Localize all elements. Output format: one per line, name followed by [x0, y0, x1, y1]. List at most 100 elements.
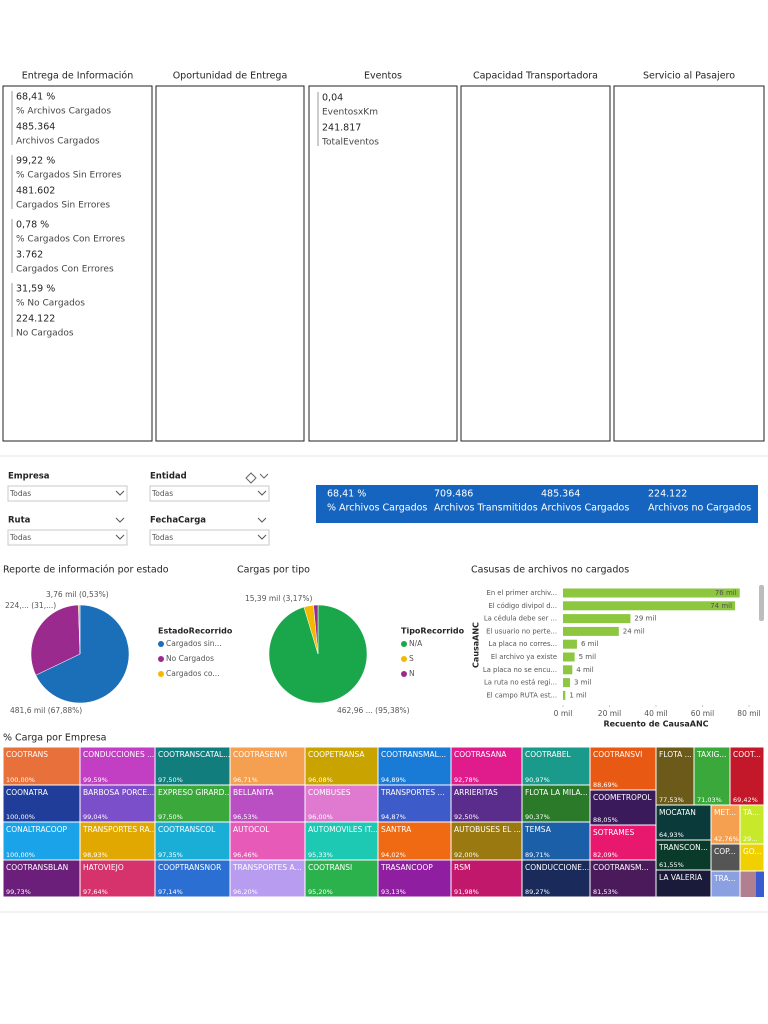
cell-name: TA...	[742, 808, 759, 817]
chevron-icon[interactable]	[259, 473, 269, 479]
x-tick-label: 0 mil	[554, 709, 573, 718]
legend-label: N	[409, 669, 415, 678]
cell-name: BARBOSA PORCE...	[83, 788, 154, 797]
cell-value: 96,71%	[233, 776, 258, 784]
cell-value: 99,59%	[83, 776, 108, 784]
kpi-label: Archivos no Cargados	[648, 503, 751, 514]
pie-slice	[35, 604, 130, 704]
cell-value: 90,97%	[525, 776, 550, 784]
metric-value: 0,78 %	[16, 220, 49, 231]
category-label: En el primer archiv...	[487, 589, 557, 597]
metric-value: 224.122	[16, 314, 55, 325]
cell-value: 64,93%	[659, 831, 684, 839]
bar-label: 29 mil	[634, 615, 656, 623]
cell-name: COOTRANSI	[308, 863, 352, 872]
cell-name: TRANSPORTES RA...	[82, 825, 157, 834]
cell-name: AUTOCOL	[233, 825, 270, 834]
dropdown-chevron	[257, 534, 267, 540]
cell-value: 94,02%	[381, 851, 406, 859]
legend-marker	[401, 641, 407, 647]
metric-value: 241.817	[322, 123, 361, 134]
filter-dropdown[interactable]	[149, 485, 270, 502]
cell-value: 71,03%	[697, 796, 722, 804]
treemap-cell	[2, 746, 81, 786]
eraser-shape	[245, 472, 257, 484]
cell-value: 88,69%	[593, 781, 618, 789]
legend-title: EstadoRecorrido	[158, 627, 233, 636]
x-tick-label: 60 mil	[691, 709, 714, 718]
eraser-icon[interactable]	[245, 472, 257, 484]
bar	[563, 690, 566, 700]
metric-label: % No Cargados	[16, 299, 85, 309]
treemap-cell	[589, 824, 657, 861]
metric-value: 99,22 %	[16, 156, 55, 167]
bar-label: 4 mil	[576, 666, 593, 674]
pie-slice	[30, 604, 81, 676]
treemap-cell	[655, 804, 712, 841]
cell-name: BELLANITA	[233, 788, 274, 797]
cell-value: 100,00%	[6, 813, 35, 821]
metric-label: Cargados Sin Errores	[16, 201, 110, 211]
treemap-cell	[229, 746, 306, 786]
cell-name: AUTOMOVILES IT...	[308, 825, 378, 834]
metric-value: 31,59 %	[16, 284, 55, 295]
cell-name: CONDUCCIONES ...	[83, 750, 154, 759]
filter-chevron	[115, 517, 125, 523]
cell-name: AUTOBUSES EL ...	[454, 825, 521, 834]
treemap-cell	[229, 859, 306, 898]
filter-chevron	[257, 517, 267, 523]
treemap-cell	[450, 784, 523, 823]
cell-name: RSM	[454, 863, 470, 872]
filter-dropdown[interactable]	[7, 529, 128, 546]
legend-label: No Cargados	[166, 654, 214, 663]
pie-label: 15,39 mil (3,17%)	[245, 594, 312, 603]
treemap-cell	[304, 859, 379, 898]
cell-value: 97,14%	[158, 888, 183, 896]
treemap-cell	[739, 804, 765, 845]
dropdown-chevron	[115, 534, 125, 540]
cell-value: 95,20%	[308, 888, 333, 896]
pie-slice	[313, 604, 319, 655]
treemap-cell	[79, 821, 156, 861]
cell-value: 90,37%	[525, 813, 550, 821]
legend-marker	[158, 671, 164, 677]
treemap-cell	[710, 870, 741, 898]
panel-box	[2, 85, 153, 442]
legend-title: TipoRecorrido	[401, 627, 465, 636]
cell-name: TRANSPORTES A...	[232, 863, 302, 872]
category-label: El archivo ya existe	[491, 653, 557, 661]
filter-dropdown[interactable]	[7, 485, 128, 502]
kpi-banner	[316, 485, 758, 523]
kpi-label: Archivos Cargados	[541, 503, 629, 514]
cell-value: 96,46%	[233, 851, 258, 859]
treemap-cell	[377, 784, 452, 823]
treemap-cell-small	[740, 871, 756, 897]
cell-name: ARRIERITAS	[454, 788, 498, 797]
bar-label: 76 mil	[715, 589, 737, 597]
category-label: La cédula debe ser ...	[484, 615, 557, 623]
cell-value: 95,33%	[308, 851, 333, 859]
treemap-cell	[710, 843, 741, 872]
filter-dropdown[interactable]	[149, 529, 270, 546]
cell-name: HATOVIEJO	[83, 863, 124, 872]
scrollbar[interactable]	[759, 585, 764, 621]
cell-name: MOCATAN	[659, 808, 696, 817]
bar	[563, 639, 577, 649]
cell-name: SOTRAMES	[593, 828, 634, 837]
cell-name: COOTRASENVI	[233, 750, 287, 759]
cell-value: 97,64%	[83, 888, 108, 896]
cell-value: 99,73%	[6, 888, 31, 896]
chart-title: Reporte de información por estado	[3, 565, 169, 576]
bar	[563, 678, 570, 688]
metric-value: 3.762	[16, 250, 43, 261]
cell-value: 94,87%	[381, 813, 406, 821]
kpi-value: 485.364	[541, 489, 580, 500]
kpi-value: 224.122	[648, 489, 687, 500]
legend-marker	[401, 656, 407, 662]
treemap-cell	[589, 789, 657, 826]
cell-value: 61,55%	[659, 861, 684, 869]
panel-box	[460, 85, 611, 442]
cell-value: 97,50%	[158, 813, 183, 821]
cell-value: 91,98%	[454, 888, 479, 896]
kpi-value: 68,41 %	[327, 489, 366, 500]
